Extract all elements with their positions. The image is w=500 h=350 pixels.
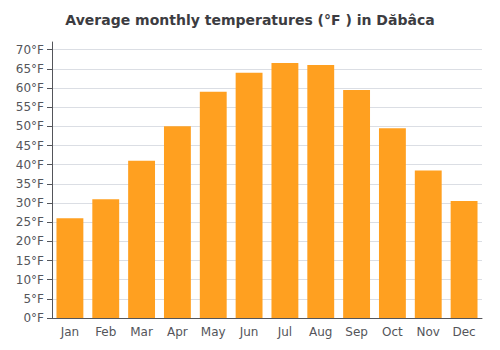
svg-text:Aug: Aug xyxy=(309,325,332,339)
svg-text:50°F: 50°F xyxy=(16,119,44,133)
svg-text:5°F: 5°F xyxy=(23,292,44,306)
svg-text:May: May xyxy=(201,325,226,339)
svg-text:Feb: Feb xyxy=(95,325,116,339)
svg-text:Oct: Oct xyxy=(382,325,403,339)
svg-text:10°F: 10°F xyxy=(16,273,44,287)
svg-text:20°F: 20°F xyxy=(16,234,44,248)
svg-text:Nov: Nov xyxy=(417,325,440,339)
svg-text:Apr: Apr xyxy=(167,325,188,339)
svg-text:15°F: 15°F xyxy=(16,254,44,268)
svg-text:55°F: 55°F xyxy=(16,100,44,114)
svg-text:Dec: Dec xyxy=(452,325,475,339)
svg-text:30°F: 30°F xyxy=(16,196,44,210)
svg-text:Jul: Jul xyxy=(277,325,292,339)
svg-text:Average monthly temperatures (: Average monthly temperatures (°F ) in Dă… xyxy=(65,12,434,28)
svg-text:25°F: 25°F xyxy=(16,215,44,229)
svg-text:65°F: 65°F xyxy=(16,62,44,76)
svg-text:35°F: 35°F xyxy=(16,177,44,191)
svg-text:40°F: 40°F xyxy=(16,158,44,172)
svg-text:Sep: Sep xyxy=(345,325,368,339)
svg-text:Jun: Jun xyxy=(239,325,259,339)
svg-text:Jan: Jan xyxy=(60,325,80,339)
svg-text:45°F: 45°F xyxy=(16,139,44,153)
svg-text:0°F: 0°F xyxy=(23,311,44,325)
svg-text:Mar: Mar xyxy=(130,325,153,339)
svg-text:60°F: 60°F xyxy=(16,81,44,95)
svg-text:70°F: 70°F xyxy=(16,43,44,57)
